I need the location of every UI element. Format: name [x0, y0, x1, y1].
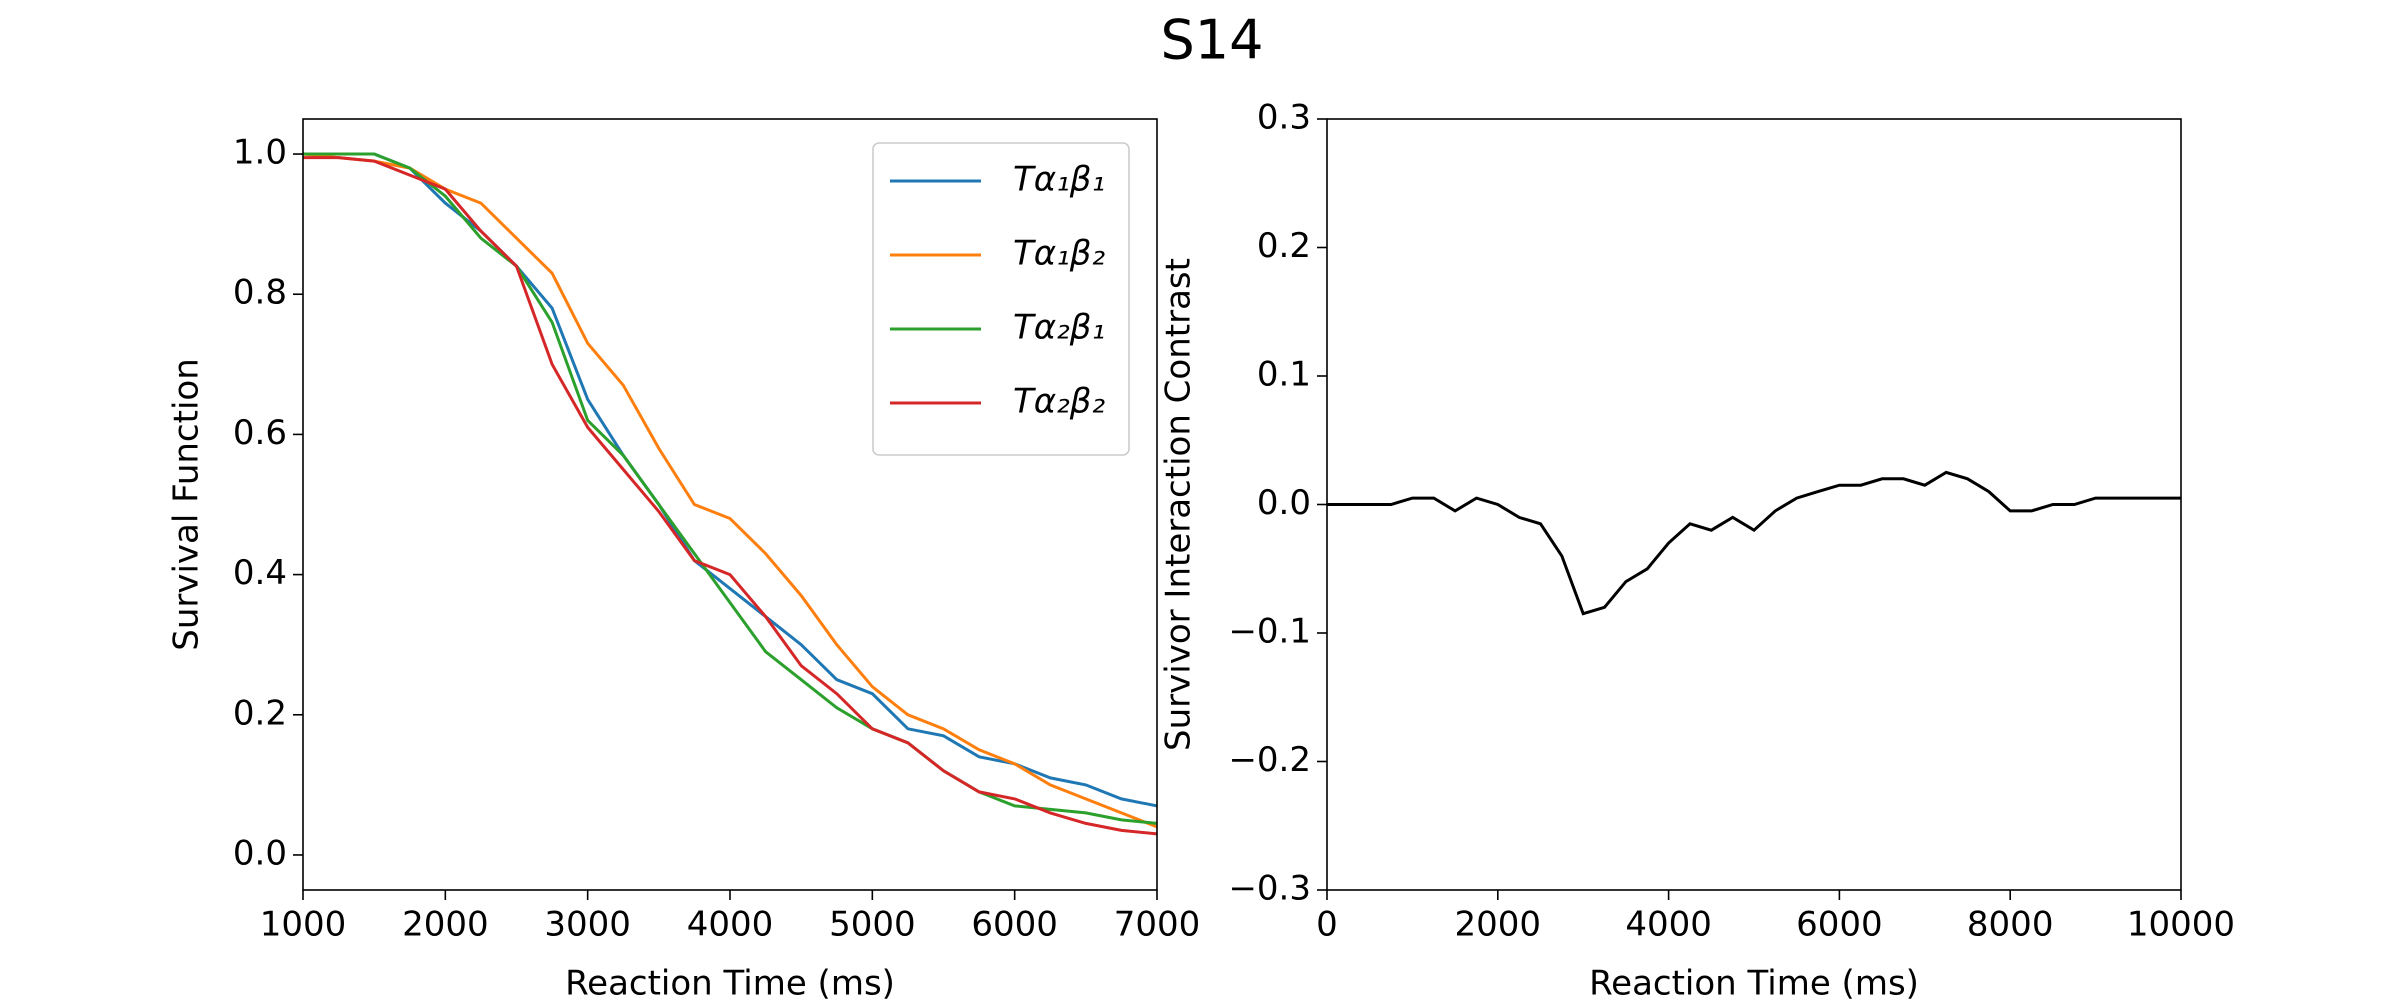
y-axis-label: Survivor Interaction Contrast — [1159, 258, 1199, 751]
axes-frame — [1326, 118, 2182, 891]
y-tick-label: 0.2 — [233, 693, 287, 733]
y-tick-label: −0.2 — [1228, 740, 1311, 780]
axes-frame — [302, 118, 1158, 891]
x-tick-label: 4000 — [1625, 905, 1712, 945]
y-tick-label: 0.1 — [1257, 355, 1311, 395]
x-tick-label: 3000 — [544, 905, 631, 945]
y-tick-label: 0.3 — [1257, 98, 1311, 138]
y-tick-label: 0.0 — [1257, 483, 1311, 523]
legend-label: Tα₂β₂ — [1013, 382, 1106, 422]
x-tick-label: 2000 — [1455, 905, 1542, 945]
series-line — [1327, 470, 2181, 616]
series-line — [303, 152, 1157, 825]
x-axis-label: Reaction Time (ms) — [565, 964, 895, 1000]
x-tick-label: 10000 — [2127, 905, 2235, 945]
figure-title: S14 — [1161, 9, 1264, 72]
legend-label: Tα₁β₁ — [1013, 160, 1105, 200]
x-tick-label: 4000 — [687, 905, 774, 945]
legend-label: Tα₁β₂ — [1013, 234, 1106, 274]
y-axis-label: Survival Function — [167, 358, 207, 651]
y-tick-label: 0.2 — [1257, 226, 1311, 266]
y-tick-label: 0.0 — [233, 833, 287, 873]
y-tick-label: −0.3 — [1228, 869, 1311, 909]
x-tick-label: 1000 — [260, 905, 347, 945]
x-tick-label: 6000 — [971, 905, 1058, 945]
x-tick-label: 7000 — [1114, 905, 1201, 945]
series-line — [303, 156, 1157, 836]
legend-box — [872, 142, 1130, 456]
x-tick-label: 6000 — [1796, 905, 1883, 945]
x-tick-label: 5000 — [829, 905, 916, 945]
y-tick-label: 0.4 — [233, 553, 287, 593]
y-tick-label: −0.1 — [1228, 612, 1311, 652]
y-tick-label: 0.8 — [233, 273, 287, 313]
y-tick-label: 1.0 — [233, 133, 287, 173]
x-tick-label: 2000 — [402, 905, 489, 945]
legend-label: Tα₂β₁ — [1013, 308, 1105, 348]
x-tick-label: 8000 — [1967, 905, 2054, 945]
x-tick-label: 0 — [1316, 905, 1338, 945]
x-axis-label: Reaction Time (ms) — [1589, 964, 1919, 1000]
y-tick-label: 0.6 — [233, 413, 287, 453]
